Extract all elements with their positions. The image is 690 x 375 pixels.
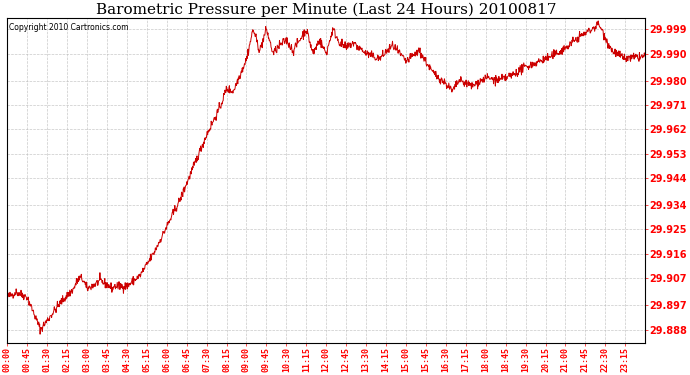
Title: Barometric Pressure per Minute (Last 24 Hours) 20100817: Barometric Pressure per Minute (Last 24 …	[96, 3, 556, 17]
Text: Copyright 2010 Cartronics.com: Copyright 2010 Cartronics.com	[9, 23, 129, 32]
